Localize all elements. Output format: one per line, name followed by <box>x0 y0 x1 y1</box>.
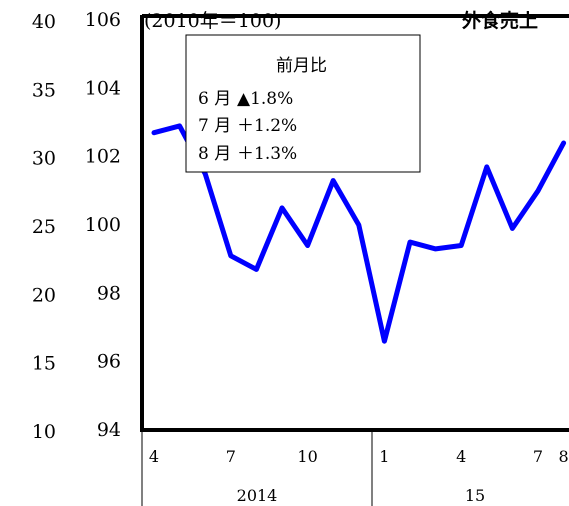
legend-box: 前月比 6 月 ▲1.8% 7 月 ＋1.2% 8 月 ＋1.3% <box>185 34 421 173</box>
data-point <box>433 246 438 252</box>
data-point <box>382 338 387 344</box>
outer-y-tick-label: 25 <box>32 216 56 238</box>
x-month-tick-label: 1 <box>379 447 389 466</box>
x-month-tick-label: 7 <box>226 447 236 466</box>
inner-y-tick-label: 104 <box>85 77 121 99</box>
base-note: (2010年＝100) <box>144 10 281 32</box>
legend-row-1-value: ▲1.8% <box>237 89 293 109</box>
inner-y-tick-label: 98 <box>97 282 121 304</box>
outer-y-tick-label: 10 <box>32 421 56 443</box>
x-month-tick-label: 4 <box>149 447 159 466</box>
series-points <box>151 123 566 344</box>
inner-y-tick-label: 94 <box>97 419 121 441</box>
legend-row-3-value: ＋1.3% <box>237 144 297 164</box>
data-point <box>203 171 208 176</box>
inner-y-axis: 106 104 102 100 98 96 94 <box>85 9 121 441</box>
legend-header: 前月比 <box>276 56 327 76</box>
x-year-label: 2014 <box>237 486 278 505</box>
x-year-label: 15 <box>465 486 485 505</box>
data-point <box>356 222 361 228</box>
x-axis-month-ticks: 4 7 10 1 4 7 8 <box>149 447 569 466</box>
data-point <box>535 188 541 194</box>
legend-frame <box>185 34 421 173</box>
outer-y-tick-label: 15 <box>32 353 56 375</box>
inner-y-tick-label: 96 <box>97 351 121 373</box>
data-point <box>254 267 259 272</box>
chart-title: 外食売上 <box>462 9 538 32</box>
x-month-tick-label: 8 <box>559 447 569 466</box>
data-point <box>228 253 233 258</box>
x-month-tick-label: 7 <box>533 447 543 466</box>
data-point <box>151 130 157 135</box>
outer-y-axis: 40 35 30 25 20 15 10 <box>32 11 56 443</box>
data-point <box>177 123 182 129</box>
outer-y-tick-label: 30 <box>32 148 56 170</box>
outer-y-tick-label: 40 <box>32 11 56 33</box>
legend-row-1-month: 6 月 <box>198 89 231 109</box>
x-month-tick-label: 10 <box>297 447 317 466</box>
inner-y-tick-label: 106 <box>85 9 121 31</box>
data-point <box>484 164 489 170</box>
inner-y-tick-label: 102 <box>85 146 121 168</box>
legend-row-2-month: 7 月 <box>198 116 231 136</box>
data-point <box>305 243 310 248</box>
data-point <box>510 226 515 231</box>
data-point <box>561 140 566 146</box>
data-point <box>459 243 464 248</box>
data-point <box>407 239 413 245</box>
outer-y-tick-label: 35 <box>32 79 56 101</box>
x-axis-year-labels: 2014 15 <box>237 486 486 505</box>
data-point <box>279 205 285 211</box>
x-month-tick-label: 4 <box>456 447 466 466</box>
legend-row-2-value: ＋1.2% <box>237 116 297 136</box>
inner-y-tick-label: 100 <box>85 214 121 236</box>
data-point <box>331 178 336 183</box>
legend-row-3-month: 8 月 <box>198 144 231 164</box>
outer-y-tick-label: 20 <box>32 284 56 306</box>
